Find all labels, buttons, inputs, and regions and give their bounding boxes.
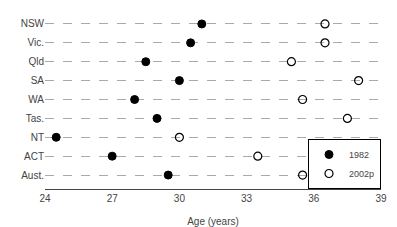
svg-text:36: 36 — [308, 193, 320, 204]
svg-text:1982: 1982 — [349, 150, 369, 160]
svg-text:Vic.: Vic. — [28, 37, 45, 48]
svg-text:NSW: NSW — [21, 18, 45, 29]
svg-text:NT: NT — [31, 132, 44, 143]
svg-text:Age (years): Age (years) — [187, 216, 239, 227]
svg-text:39: 39 — [375, 193, 387, 204]
svg-text:Qld: Qld — [28, 56, 44, 67]
svg-text:33: 33 — [241, 193, 253, 204]
svg-text:ACT: ACT — [24, 151, 44, 162]
svg-text:27: 27 — [107, 193, 119, 204]
svg-text:SA: SA — [31, 75, 45, 86]
svg-text:24: 24 — [39, 193, 51, 204]
svg-text:Aust.: Aust. — [21, 170, 44, 181]
svg-text:Tas.: Tas. — [26, 113, 44, 124]
svg-text:WA: WA — [28, 94, 44, 105]
svg-text:30: 30 — [174, 193, 186, 204]
svg-text:2002p: 2002p — [349, 169, 374, 179]
